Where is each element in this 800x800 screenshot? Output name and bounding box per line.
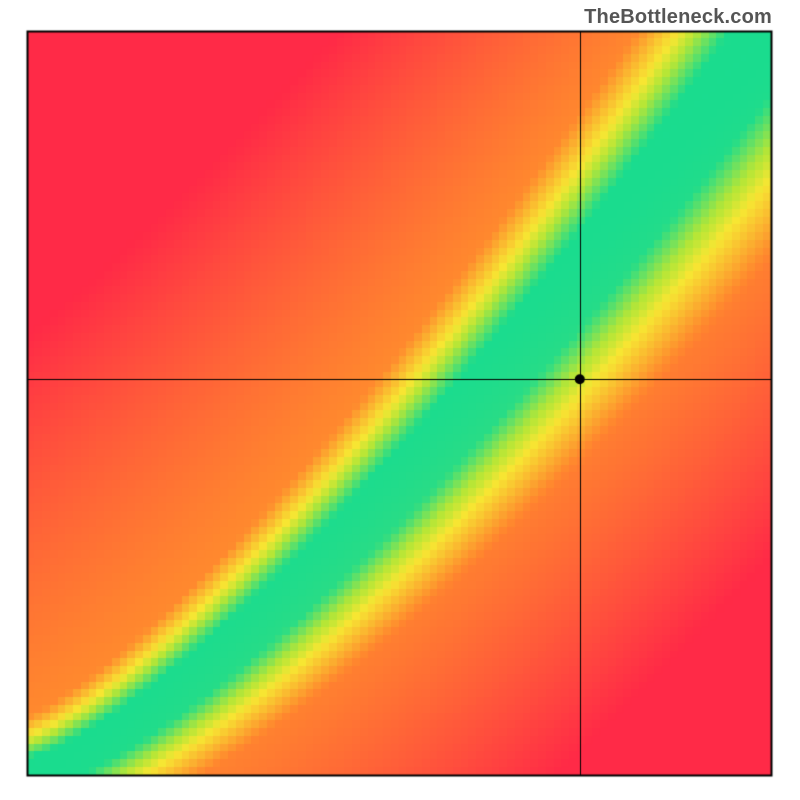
watermark-text: TheBottleneck.com — [584, 6, 772, 29]
bottleneck-heatmap-chart: TheBottleneck.com — [0, 0, 800, 800]
heatmap-canvas — [0, 0, 800, 800]
